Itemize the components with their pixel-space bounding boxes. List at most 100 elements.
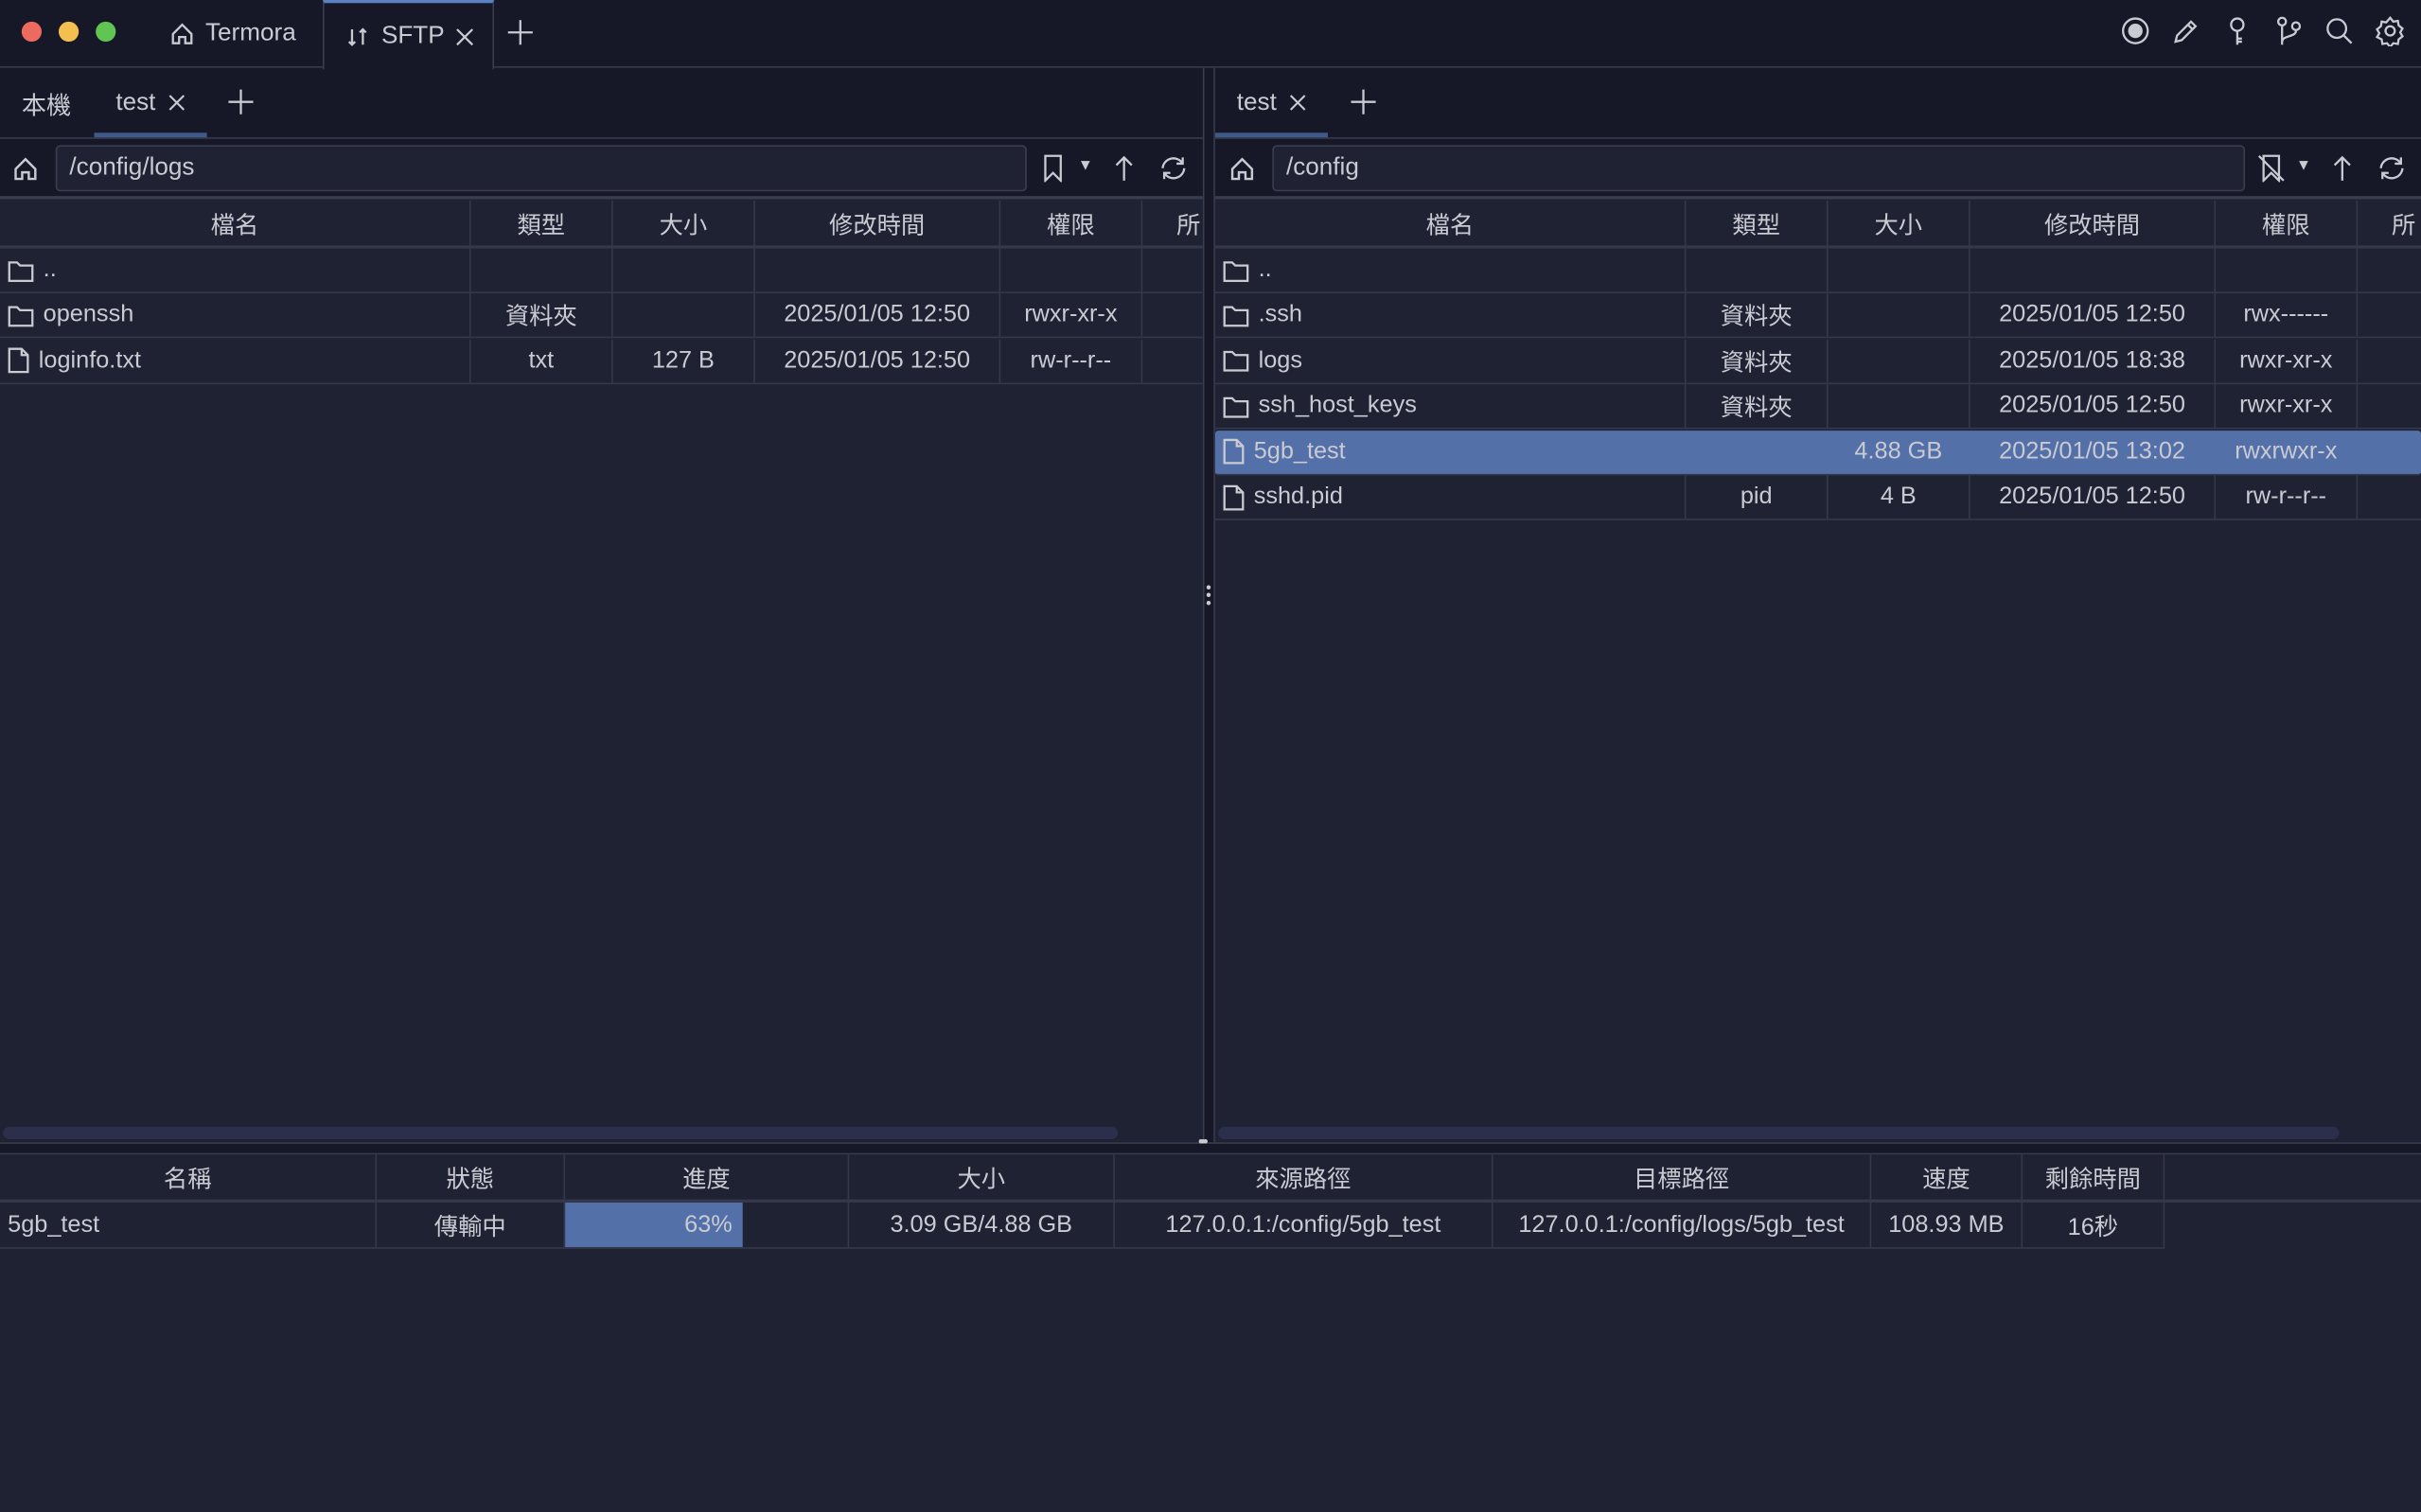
tab-local[interactable]: 本機 <box>22 68 71 137</box>
column-header-perm[interactable]: 權限 <box>1000 201 1143 246</box>
name-cell: ssh_host_keys <box>1215 384 1687 429</box>
column-header-mtime[interactable]: 修改時間 <box>755 201 1001 246</box>
type-cell <box>471 248 613 292</box>
progress-label: 63% <box>684 1210 733 1238</box>
arrow-up-icon[interactable] <box>1112 154 1137 182</box>
transfer-row[interactable]: 5gb_test 傳輸中 63% 3.09 GB/4.88 GB 127.0.0.1:/… <box>0 1202 2165 1249</box>
refresh-icon[interactable] <box>1158 154 1190 182</box>
pane-splitter[interactable]: • • • <box>1202 67 1215 1143</box>
close-tab-icon[interactable] <box>455 27 474 46</box>
bookmark-off-icon[interactable] <box>2257 154 2285 183</box>
tab-sftp[interactable]: SFTP <box>322 0 495 70</box>
bookmark-dropdown-icon[interactable]: ▼ <box>1077 157 1093 175</box>
table-row[interactable]: 5gb_test 4.88 GB 2025/01/05 13:02 rwxrwxr-x <box>1214 430 2421 475</box>
type-cell: 資料夾 <box>1686 293 1829 338</box>
name-cell: sshd.pid <box>1215 475 1687 519</box>
minimize-window-button[interactable] <box>58 21 80 43</box>
transfer-header: 名稱 狀態 進度 大小 來源路徑 目標路徑 速度 剩餘時間 <box>0 1154 2421 1203</box>
maximize-window-button[interactable] <box>96 21 116 43</box>
tab-label: 本機 <box>21 93 72 120</box>
size-cell <box>613 248 755 292</box>
pencil-icon[interactable] <box>2171 15 2202 46</box>
path-input[interactable]: /config/logs <box>55 145 1027 192</box>
refresh-icon[interactable] <box>2377 154 2408 182</box>
table-row[interactable]: sshd.pid pid 4 B 2025/01/05 12:50 rw-r--r-- <box>1214 475 2421 520</box>
transfer-column-header[interactable]: 名稱 <box>0 1154 378 1200</box>
transfer-queue-table: 名稱 狀態 進度 大小 來源路徑 目標路徑 速度 剩餘時間 5gb_test 傳輸中 63% 3.09… <box>0 1154 2421 1512</box>
close-window-button[interactable] <box>21 21 43 43</box>
transfer-column-header[interactable]: 剩餘時間 <box>2023 1154 2165 1200</box>
remote-pane: test /config ▼ 檔名 類型 大小 修改時間 權限 所.. .ssh 資料夾 202… <box>1214 67 2421 1143</box>
column-header-mtime[interactable]: 修改時間 <box>1970 201 2217 246</box>
search-icon[interactable] <box>2324 15 2355 46</box>
home-icon[interactable] <box>12 156 39 183</box>
mtime-cell <box>1970 248 2217 292</box>
column-header-perm[interactable]: 權限 <box>2216 201 2359 246</box>
column-header-name[interactable]: 檔名 <box>1215 201 1687 246</box>
tab-termora[interactable]: Termora <box>149 0 318 68</box>
horizontal-scrollbar[interactable] <box>3 1126 1119 1139</box>
home-icon[interactable] <box>1229 156 1256 183</box>
table-row[interactable]: logs 資料夾 2025/01/05 18:38 rwxr-xr-x <box>1214 339 2421 384</box>
column-header-name[interactable]: 檔名 <box>0 201 471 246</box>
arrow-up-icon[interactable] <box>2330 154 2355 182</box>
transfer-column-header[interactable]: 狀態 <box>377 1154 566 1200</box>
column-header-size[interactable]: 大小 <box>613 201 755 246</box>
column-header-label: 名稱 <box>163 1166 212 1193</box>
gear-icon[interactable] <box>2375 15 2406 46</box>
new-session-button[interactable] <box>227 88 255 115</box>
owner-cell <box>2358 249 2421 292</box>
transfer-speed-text: 108.93 MB <box>1888 1210 2005 1238</box>
mtime-cell: 2025/01/05 12:50 <box>1970 475 2217 519</box>
tab-test[interactable]: test <box>1214 68 1328 138</box>
git-branch-icon[interactable] <box>2272 15 2304 46</box>
record-icon[interactable] <box>2120 15 2151 46</box>
transfer-column-header[interactable]: 進度 <box>565 1154 850 1200</box>
table-row[interactable]: .ssh 資料夾 2025/01/05 12:50 rwx------ <box>1214 293 2421 339</box>
close-tab-icon[interactable] <box>168 95 185 112</box>
table-row[interactable]: .. <box>0 248 1203 293</box>
transfer-status-text: 傳輸中 <box>433 1214 506 1240</box>
folder-icon <box>1223 395 1249 418</box>
type-cell: 資料夾 <box>471 293 613 338</box>
mtime-text: 2025/01/05 12:50 <box>784 301 971 328</box>
size-cell <box>1829 339 1970 383</box>
new-session-button[interactable] <box>1350 88 1377 115</box>
table-row[interactable]: loginfo.txt txt 127 B 2025/01/05 12:50 rw-r-… <box>0 339 1203 384</box>
name-cell: .ssh <box>1215 293 1687 338</box>
column-header-type[interactable]: 類型 <box>471 201 613 246</box>
folder-icon <box>1223 304 1249 327</box>
owner-cell <box>1142 294 1203 338</box>
local-pane: 本機 test /config/logs ▼ 檔名 類型 大小 修改時間 權限 所.. op… <box>0 67 1203 1143</box>
column-header-type[interactable]: 類型 <box>1686 201 1829 246</box>
column-header-owner[interactable]: 所 <box>2358 201 2421 245</box>
column-header-label: 大小 <box>1874 212 1923 239</box>
path-input[interactable]: /config <box>1272 145 2246 192</box>
type-text: 資料夾 <box>1720 395 1793 422</box>
close-tab-icon[interactable] <box>1289 95 1306 112</box>
name-text: .. <box>43 255 57 283</box>
table-row[interactable]: .. <box>1214 248 2421 293</box>
new-tab-button[interactable] <box>506 19 534 46</box>
transfer-column-header[interactable]: 來源路徑 <box>1115 1154 1493 1200</box>
table-row[interactable]: ssh_host_keys 資料夾 2025/01/05 12:50 rwxr-xr-… <box>1214 384 2421 430</box>
mtime-cell: 2025/01/05 12:50 <box>1970 384 2217 429</box>
transfer-splitter[interactable]: ••• <box>0 1134 2421 1155</box>
transfer-remaining-text: 16秒 <box>2067 1214 2119 1240</box>
column-header-label: 權限 <box>1047 212 1095 239</box>
permission-text: rwxr-xr-x <box>1024 301 1118 328</box>
right-file-table: 檔名 類型 大小 修改時間 權限 所.. .ssh 資料夾 2025/01/05 12:50 rw… <box>1214 201 2421 1142</box>
tab-test[interactable]: test <box>94 68 207 138</box>
bookmark-icon[interactable] <box>1041 154 1066 183</box>
table-row[interactable]: openssh 資料夾 2025/01/05 12:50 rwxr-xr-x <box>0 293 1203 339</box>
transfer-column-header[interactable]: 速度 <box>1871 1154 2023 1200</box>
left-toolbar: /config/logs ▼ <box>0 138 1203 200</box>
column-header-size[interactable]: 大小 <box>1829 201 1970 246</box>
transfer-column-header[interactable]: 大小 <box>849 1154 1115 1200</box>
horizontal-scrollbar[interactable] <box>1218 1126 2340 1139</box>
bookmark-dropdown-icon[interactable]: ▼ <box>2295 157 2312 175</box>
key-icon[interactable] <box>2222 15 2253 46</box>
transfer-column-header[interactable]: 目標路徑 <box>1493 1154 1872 1200</box>
name-cell: loginfo.txt <box>0 339 471 383</box>
column-header-owner[interactable]: 所 <box>1142 201 1203 245</box>
